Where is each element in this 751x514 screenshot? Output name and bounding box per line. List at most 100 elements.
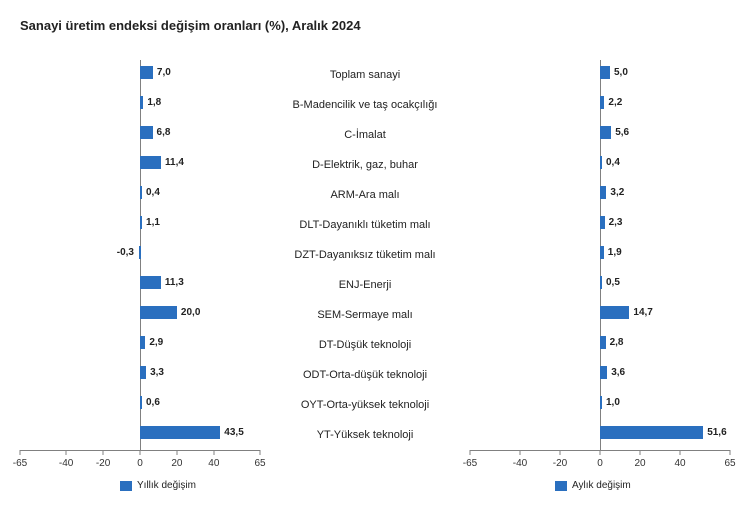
bar-row: 0,4 — [470, 150, 730, 180]
tick-label: -65 — [463, 458, 477, 469]
value-label: 2,3 — [609, 216, 623, 229]
yearly-legend: Yıllık değişim — [120, 480, 196, 491]
bar-row: 3,6 — [470, 360, 730, 390]
tick-mark — [260, 450, 261, 455]
bar-row: 0,4 — [20, 180, 260, 210]
bar-row: 6,8 — [20, 120, 260, 150]
value-label: 6,8 — [157, 126, 171, 139]
category-label: DLT-Dayanıklı tüketim malı — [265, 210, 465, 240]
category-label: DT-Düşük teknoloji — [265, 330, 465, 360]
tick-mark — [520, 450, 521, 455]
bar-row: 2,9 — [20, 330, 260, 360]
tick-label: -40 — [513, 458, 527, 469]
bar — [600, 246, 604, 259]
bar-row: 11,4 — [20, 150, 260, 180]
bar — [140, 276, 161, 289]
bar-row: 2,2 — [470, 90, 730, 120]
bar — [600, 306, 629, 319]
bar — [600, 366, 607, 379]
category-label: OYT-Orta-yüksek teknoloji — [265, 390, 465, 420]
tick-mark — [600, 450, 601, 455]
value-label: 11,4 — [165, 156, 184, 169]
bar — [600, 66, 610, 79]
bar — [140, 186, 142, 199]
category-label: ARM-Ara malı — [265, 180, 465, 210]
bar-row: 1,9 — [470, 240, 730, 270]
value-label: 43,5 — [224, 426, 243, 439]
bar-row: 0,5 — [470, 270, 730, 300]
tick-mark — [20, 450, 21, 455]
value-label: 5,6 — [615, 126, 629, 139]
category-label: ENJ-Enerji — [265, 270, 465, 300]
value-label: 0,4 — [606, 156, 620, 169]
value-label: 51,6 — [707, 426, 726, 439]
tick-label: 65 — [254, 458, 265, 469]
bar — [140, 66, 153, 79]
bar — [600, 126, 611, 139]
monthly-legend: Aylık değişim — [555, 480, 631, 491]
bar — [600, 276, 602, 289]
value-label: -0,3 — [117, 246, 134, 259]
tick-mark — [680, 450, 681, 455]
tick-label: 40 — [674, 458, 685, 469]
tick-mark — [560, 450, 561, 455]
value-label: 1,8 — [147, 96, 161, 109]
bar-row: 51,6 — [470, 420, 730, 450]
value-label: 1,1 — [146, 216, 160, 229]
bar — [600, 396, 602, 409]
value-label: 1,0 — [606, 396, 620, 409]
bar-row: 11,3 — [20, 270, 260, 300]
legend-label: Yıllık değişim — [137, 480, 196, 491]
legend-swatch — [555, 481, 567, 491]
tick-mark — [213, 450, 214, 455]
bar — [140, 426, 220, 439]
bar-row: 0,6 — [20, 390, 260, 420]
value-label: 20,0 — [181, 306, 200, 319]
legend-label: Aylık değişim — [572, 480, 631, 491]
category-label: B-Madencilik ve taş ocakçılığı — [265, 90, 465, 120]
tick-mark — [66, 450, 67, 455]
tick-mark — [140, 450, 141, 455]
bar — [140, 396, 142, 409]
value-label: 3,3 — [150, 366, 164, 379]
category-label: D-Elektrik, gaz, buhar — [265, 150, 465, 180]
bar-row: 20,0 — [20, 300, 260, 330]
value-label: 3,2 — [610, 186, 624, 199]
category-label: YT-Yüksek teknoloji — [265, 420, 465, 450]
value-label: 2,2 — [608, 96, 622, 109]
bar — [140, 366, 146, 379]
bar-row: 5,0 — [470, 60, 730, 90]
tick-label: 20 — [634, 458, 645, 469]
bar-row: 3,2 — [470, 180, 730, 210]
bar — [600, 96, 604, 109]
tick-label: -40 — [59, 458, 73, 469]
bar — [600, 336, 606, 349]
value-label: 1,9 — [608, 246, 622, 259]
category-label: DZT-Dayanıksız tüketim malı — [265, 240, 465, 270]
bar-row: 7,0 — [20, 60, 260, 90]
tick-label: 0 — [597, 458, 603, 469]
bar-row: 2,8 — [470, 330, 730, 360]
category-label: C-İmalat — [265, 120, 465, 150]
value-label: 0,5 — [606, 276, 620, 289]
yearly-change-chart: 7,0 1,8 6,8 11,4 0,4 1,1 -0,3 11,3 20,0 2,9 3,3 0,6… — [20, 60, 260, 475]
tick-mark — [176, 450, 177, 455]
tick-mark — [470, 450, 471, 455]
bar — [140, 126, 153, 139]
bar — [140, 156, 161, 169]
bar-row: 14,7 — [470, 300, 730, 330]
tick-label: 40 — [208, 458, 219, 469]
value-label: 11,3 — [165, 276, 184, 289]
bar — [600, 216, 605, 229]
tick-mark — [103, 450, 104, 455]
bar-row: 2,3 — [470, 210, 730, 240]
bar — [600, 426, 703, 439]
bar — [600, 186, 606, 199]
tick-label: -20 — [553, 458, 567, 469]
value-label: 2,8 — [610, 336, 624, 349]
tick-label: 0 — [137, 458, 143, 469]
tick-mark — [640, 450, 641, 455]
value-label: 0,4 — [146, 186, 160, 199]
bar — [140, 336, 145, 349]
bar — [140, 306, 177, 319]
